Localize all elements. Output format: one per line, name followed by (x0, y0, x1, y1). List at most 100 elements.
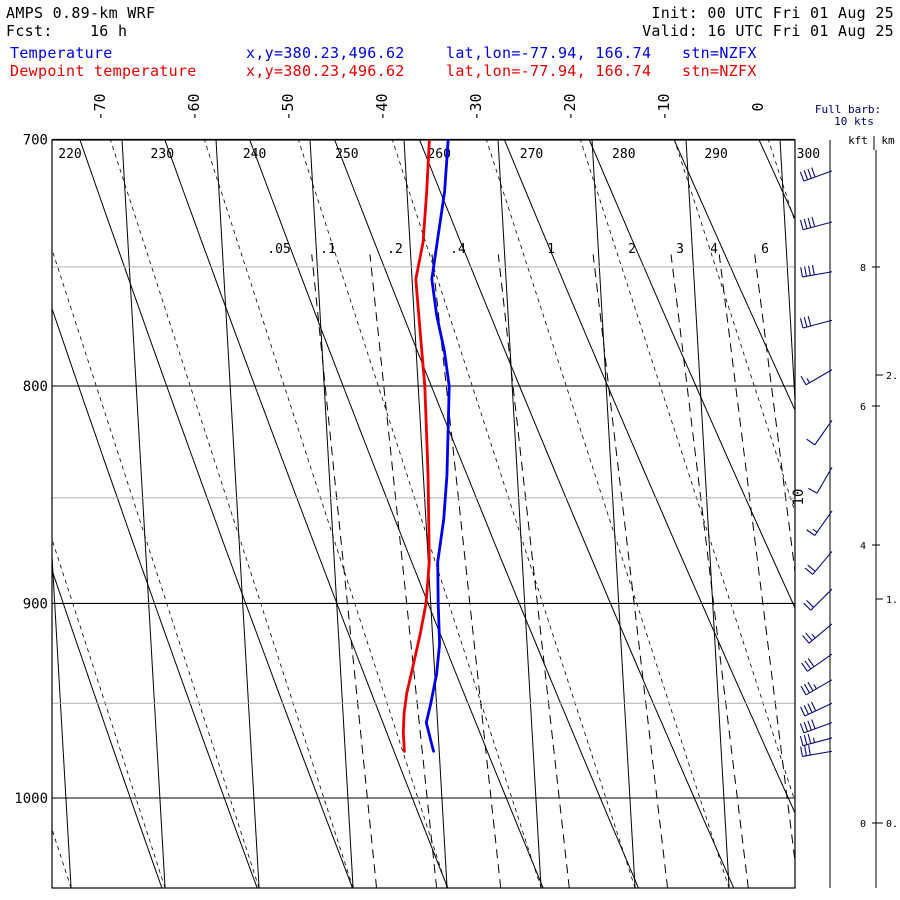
wind-barb-flag (807, 217, 812, 228)
wind-barb-flag (808, 487, 818, 494)
wind-barb-flag (800, 685, 807, 696)
wind-barb-flag (804, 567, 814, 575)
legend-dewpoint-latlon: lat,lon=-77.94, 166.74 (446, 62, 652, 80)
dry-adiabat-line (249, 140, 544, 888)
dry-adiabat-line (164, 140, 449, 888)
mixing-ratio-label: 6 (761, 242, 769, 257)
wind-barb-flag (807, 316, 812, 327)
km-axis-title: km (881, 134, 895, 147)
wind-barb-staff (802, 221, 833, 231)
mixing-ratio-label: .05 (267, 242, 290, 257)
wind-barb-flag (811, 216, 816, 227)
wind-barb (800, 679, 833, 696)
temperature-tick-label: -70 (91, 93, 109, 120)
dry-adiabat-line (79, 140, 353, 888)
wind-barb-flag (807, 168, 812, 179)
wind-barb-flag (811, 719, 816, 729)
km-tick-label: 2. (886, 371, 898, 382)
dry-adiabat-line (52, 568, 163, 888)
potential-temperature-label: 290 (704, 147, 727, 162)
wind-barb (806, 419, 833, 446)
wind-barb-flag (800, 706, 806, 717)
wind-barb (808, 466, 833, 494)
wind-barb-half-flag (806, 378, 810, 384)
wind-barb-flag (803, 602, 812, 611)
wind-barb (801, 653, 833, 672)
mixing-ratio-label: 4 (710, 242, 718, 257)
wind-barb-staff (804, 702, 833, 717)
isotherm-line (497, 140, 542, 888)
wind-barb-flag (802, 635, 810, 644)
dry-adiabat-line (334, 140, 639, 888)
mixing-ratio-line (431, 254, 502, 888)
barb-note-line1: Full barb: (815, 103, 881, 116)
mixing-ratio-line (369, 254, 438, 888)
wind-barb-flag (807, 658, 815, 667)
mixing-ratio-label: 3 (676, 242, 684, 257)
mixing-ratio-line (718, 254, 795, 866)
dry-adiabat-line (52, 307, 258, 888)
mixing-ratio-label: .1 (320, 242, 336, 257)
dry-adiabat-line (503, 140, 795, 815)
wind-barb-flag (807, 720, 812, 731)
wind-barb-flag (803, 317, 808, 328)
wind-barb-flag (805, 632, 813, 641)
pressure-tick-label: 900 (23, 596, 48, 612)
wind-barb-flag (807, 703, 813, 713)
moist-adiabat-label: 10 (791, 489, 807, 506)
wind-barb-flag (799, 318, 804, 329)
wind-barb-flag (800, 746, 803, 757)
wind-barb-staff (805, 369, 833, 386)
wind-barb-half-flag (811, 633, 816, 639)
potential-temperature-label: 280 (612, 147, 635, 162)
wind-barb-flag (799, 723, 805, 734)
wind-barb-staff (802, 750, 833, 758)
isotherm-line (215, 140, 260, 888)
init-time: Init: 00 UTC Fri 01 Aug 25 (651, 4, 894, 22)
wind-barb (803, 588, 833, 611)
wind-barb (799, 216, 833, 231)
wind-barb-staff (802, 271, 833, 278)
km-tick-label: 1. (886, 595, 898, 606)
wind-barb (800, 701, 833, 717)
dry-adiabat-line (588, 140, 795, 610)
wind-barb-flag (804, 683, 810, 694)
mixing-ratio-label: 2 (628, 242, 636, 257)
wind-barb (799, 316, 833, 329)
wind-barb (800, 745, 833, 758)
moist-adiabat-line (854, 113, 900, 888)
wind-barb-staff (814, 419, 833, 446)
wind-barb-flag (803, 704, 809, 715)
dry-adiabat-line (673, 140, 795, 412)
legend-dewpoint-label: Dewpoint temperature (10, 62, 197, 80)
temperature-profile-line (424, 140, 451, 753)
wind-barb (804, 551, 833, 575)
wind-barb-staff (807, 653, 833, 672)
wind-barb (799, 167, 833, 182)
wind-barb-staff (816, 466, 833, 494)
wind-barb-flag (807, 733, 812, 744)
isotherm-line (779, 140, 795, 409)
wind-barb-flag (804, 745, 807, 756)
mixing-ratio-line (311, 254, 378, 888)
forecast-hour: Fcst: 16 h (6, 22, 128, 40)
wind-barb (799, 733, 833, 747)
temperature-tick-label: -20 (561, 93, 579, 120)
wind-barb-flag (808, 745, 811, 756)
wind-barb-flag (811, 167, 816, 178)
wind-barb-half-flag (812, 528, 818, 533)
wind-barb-flag (803, 721, 809, 732)
mixing-ratio-line (670, 254, 749, 888)
wind-barb-flag (807, 564, 816, 572)
dry-adiabat-line (419, 140, 735, 888)
kft-tick-label: 8 (860, 263, 866, 274)
wind-barb-flag (799, 171, 805, 182)
wind-barb-flag (806, 599, 815, 608)
pressure-tick-label: 700 (23, 132, 48, 148)
kft-tick-label: 6 (860, 402, 866, 413)
wind-barb-staff (814, 510, 833, 536)
wind-barb-flag (804, 660, 812, 670)
wind-barb (800, 264, 833, 278)
temperature-tick-label: -60 (185, 93, 203, 120)
